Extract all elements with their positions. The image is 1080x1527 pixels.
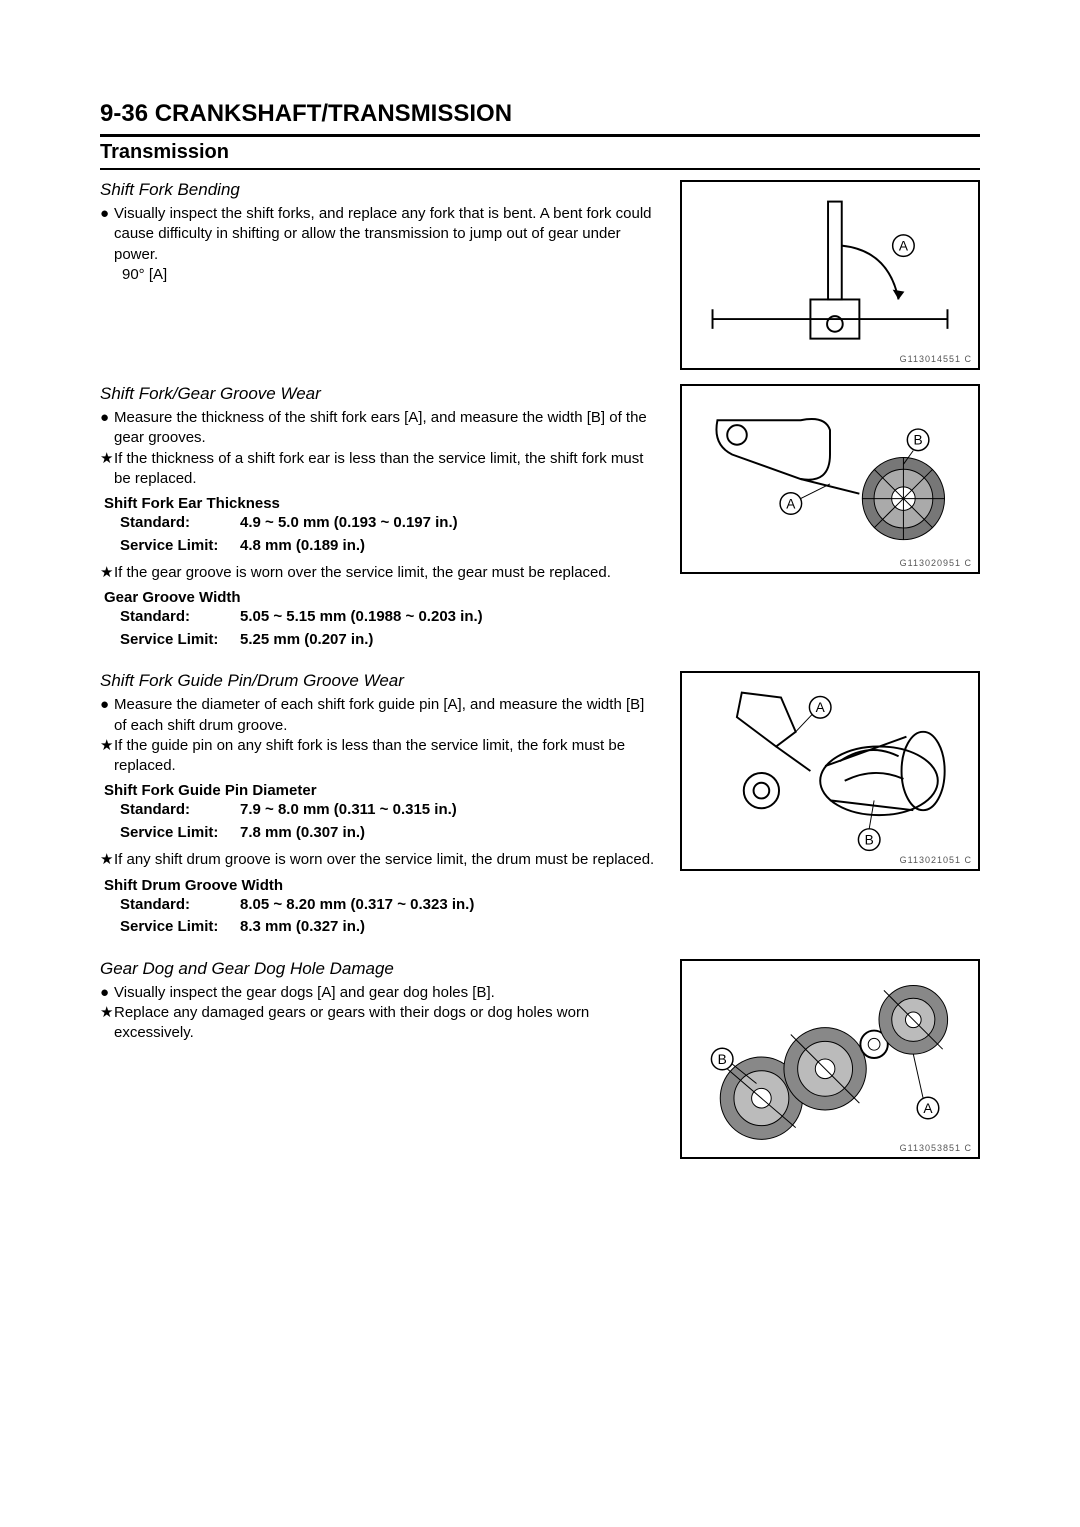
svg-text:A: A <box>923 1100 933 1115</box>
spec-value: 8.3 mm (0.327 in.) <box>240 916 365 939</box>
body-text: ● Visually inspect the gear dogs [A] and… <box>100 983 660 1003</box>
section-gear-dog-damage: Gear Dog and Gear Dog Hole Damage ● Visu… <box>100 959 980 1159</box>
text-column: Shift Fork Bending ● Visually inspect th… <box>100 180 660 285</box>
body-line: Visually inspect the shift forks, and re… <box>114 204 660 265</box>
spec-row: Standard: 7.9 ~ 8.0 mm (0.311 ~ 0.315 in… <box>120 799 660 822</box>
body-line: Measure the thickness of the shift fork … <box>114 408 660 449</box>
body-line: If the gear groove is worn over the serv… <box>114 563 611 583</box>
body-line: If the thickness of a shift fork ear is … <box>114 449 660 490</box>
bullet-icon: ● <box>100 695 114 736</box>
body-text: ★ If the gear groove is worn over the se… <box>100 563 660 583</box>
figure-fork-gear-wear: A B G113020951 C <box>680 384 980 574</box>
spec-value: 8.05 ~ 8.20 mm (0.317 ~ 0.323 in.) <box>240 894 474 917</box>
figure-column: A B G113021051 C <box>680 671 980 871</box>
figure-column: A G113014551 C <box>680 180 980 370</box>
figure-caption: G113053851 C <box>900 1143 972 1153</box>
spec-value: 4.8 mm (0.189 in.) <box>240 535 365 558</box>
figure-shift-fork-bending: A G113014551 C <box>680 180 980 370</box>
spec-value: 4.9 ~ 5.0 mm (0.193 ~ 0.197 in.) <box>240 512 458 535</box>
body-line: If the guide pin on any shift fork is le… <box>114 736 660 777</box>
page: 9-36 CRANKSHAFT/TRANSMISSION Transmissio… <box>0 0 1080 1233</box>
star-icon: ★ <box>100 563 114 583</box>
spec-row: Service Limit: 8.3 mm (0.327 in.) <box>120 916 660 939</box>
label-a: A <box>899 239 909 254</box>
figure-column: B A G113053851 C <box>680 959 980 1159</box>
body-line: Visually inspect the gear dogs [A] and g… <box>114 983 495 1003</box>
bullet-icon: ● <box>100 204 114 265</box>
figure-gear-dog: B A G113053851 C <box>680 959 980 1159</box>
spec-label: Service Limit: <box>120 535 240 558</box>
spec-label: Service Limit: <box>120 822 240 845</box>
body-text: ★ If the guide pin on any shift fork is … <box>100 736 660 777</box>
spec-row: Service Limit: 4.8 mm (0.189 in.) <box>120 535 660 558</box>
spec-title: Shift Fork Guide Pin Diameter <box>104 782 660 799</box>
text-column: Shift Fork/Gear Groove Wear ● Measure th… <box>100 384 660 657</box>
svg-text:B: B <box>865 833 874 848</box>
spec-row: Standard: 4.9 ~ 5.0 mm (0.193 ~ 0.197 in… <box>120 512 660 535</box>
spec-row: Standard: 5.05 ~ 5.15 mm (0.1988 ~ 0.203… <box>120 606 660 629</box>
spec-row: Standard: 8.05 ~ 8.20 mm (0.317 ~ 0.323 … <box>120 894 660 917</box>
text-column: Shift Fork Guide Pin/Drum Groove Wear ● … <box>100 671 660 944</box>
svg-text:A: A <box>816 700 826 715</box>
body-line: 90° [A] <box>122 265 167 285</box>
spec-title: Shift Fork Ear Thickness <box>104 495 660 512</box>
figure-caption: G113014551 C <box>900 354 972 364</box>
svg-text:B: B <box>914 433 923 448</box>
spec-label: Standard: <box>120 512 240 535</box>
star-icon: ★ <box>100 449 114 490</box>
svg-text:A: A <box>786 496 796 511</box>
body-text: ● Visually inspect the shift forks, and … <box>100 204 660 265</box>
spec-value: 5.25 mm (0.207 in.) <box>240 629 373 652</box>
section-guide-pin-drum-groove: Shift Fork Guide Pin/Drum Groove Wear ● … <box>100 671 980 944</box>
body-text: ★ If the thickness of a shift fork ear i… <box>100 449 660 490</box>
spec-block: Shift Fork Ear Thickness Standard: 4.9 ~… <box>100 495 660 557</box>
section-title: Shift Fork Bending <box>100 180 660 200</box>
body-text: ★ Replace any damaged gears or gears wit… <box>100 1003 660 1044</box>
bullet-icon: ● <box>100 408 114 449</box>
spec-row: Service Limit: 7.8 mm (0.307 in.) <box>120 822 660 845</box>
spec-label: Standard: <box>120 799 240 822</box>
spec-label: Service Limit: <box>120 629 240 652</box>
section-title: Shift Fork/Gear Groove Wear <box>100 384 660 404</box>
spec-label: Standard: <box>120 606 240 629</box>
star-icon: ★ <box>100 736 114 777</box>
svg-text:B: B <box>718 1051 727 1066</box>
section-shift-fork-gear-groove: Shift Fork/Gear Groove Wear ● Measure th… <box>100 384 980 657</box>
spec-title: Gear Groove Width <box>104 589 660 606</box>
section-title: Shift Fork Guide Pin/Drum Groove Wear <box>100 671 660 691</box>
spec-value: 5.05 ~ 5.15 mm (0.1988 ~ 0.203 in.) <box>240 606 483 629</box>
star-icon: ★ <box>100 850 114 870</box>
body-text: 90° [A] <box>100 265 660 285</box>
star-icon: ★ <box>100 1003 114 1044</box>
body-line: If any shift drum groove is worn over th… <box>114 850 654 870</box>
page-title: 9-36 CRANKSHAFT/TRANSMISSION <box>100 100 980 137</box>
spec-value: 7.9 ~ 8.0 mm (0.311 ~ 0.315 in.) <box>240 799 457 822</box>
spec-row: Service Limit: 5.25 mm (0.207 in.) <box>120 629 660 652</box>
spec-block: Shift Drum Groove Width Standard: 8.05 ~… <box>100 877 660 939</box>
spec-label: Service Limit: <box>120 916 240 939</box>
subsection-title: Transmission <box>100 141 980 170</box>
figure-caption: G113021051 C <box>900 855 972 865</box>
spec-label: Standard: <box>120 894 240 917</box>
spec-value: 7.8 mm (0.307 in.) <box>240 822 365 845</box>
body-text: ● Measure the thickness of the shift for… <box>100 408 660 449</box>
body-line: Replace any damaged gears or gears with … <box>114 1003 660 1044</box>
body-text: ● Measure the diameter of each shift for… <box>100 695 660 736</box>
bullet-icon: ● <box>100 983 114 1003</box>
figure-caption: G113020951 C <box>900 558 972 568</box>
section-title: Gear Dog and Gear Dog Hole Damage <box>100 959 660 979</box>
body-text: ★ If any shift drum groove is worn over … <box>100 850 660 870</box>
figure-column: A B G113020951 C <box>680 384 980 574</box>
figure-guide-pin-drum: A B G113021051 C <box>680 671 980 871</box>
spec-title: Shift Drum Groove Width <box>104 877 660 894</box>
spec-block: Shift Fork Guide Pin Diameter Standard: … <box>100 782 660 844</box>
text-column: Gear Dog and Gear Dog Hole Damage ● Visu… <box>100 959 660 1044</box>
spec-block: Gear Groove Width Standard: 5.05 ~ 5.15 … <box>100 589 660 651</box>
section-shift-fork-bending: Shift Fork Bending ● Visually inspect th… <box>100 180 980 370</box>
body-line: Measure the diameter of each shift fork … <box>114 695 660 736</box>
